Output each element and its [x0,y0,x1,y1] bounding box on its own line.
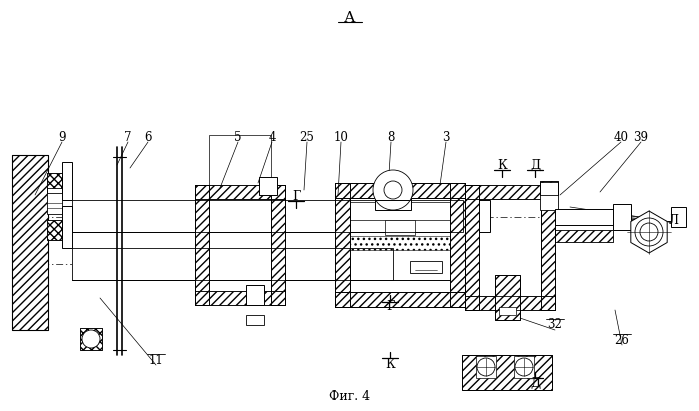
Bar [47,220,62,240]
Circle shape [373,170,413,210]
Bar [195,185,209,305]
Bar [555,230,613,242]
Bar [335,183,350,307]
Bar [335,183,465,198]
Bar [62,206,72,248]
Bar [72,248,393,280]
Bar [555,209,613,225]
Text: 26: 26 [614,333,629,346]
Text: 4: 4 [268,131,275,143]
Text: 3: 3 [442,131,449,143]
Bar [72,200,463,232]
Bar [465,185,479,310]
Text: 11: 11 [149,353,164,367]
Text: 8: 8 [387,131,395,143]
Bar [671,207,686,227]
Bar [47,188,62,214]
Bar [495,275,520,320]
Text: 32: 32 [547,319,563,332]
Bar [335,292,465,307]
Bar [555,230,613,242]
Polygon shape [630,211,667,253]
Bar [80,328,102,350]
Circle shape [635,218,663,246]
Bar [47,173,62,193]
Circle shape [477,358,495,376]
Circle shape [640,223,658,241]
Bar [271,185,285,305]
Bar [385,220,415,235]
Bar [541,185,555,310]
Bar [72,248,393,280]
Bar [72,248,465,280]
Bar [335,183,465,198]
Bar [375,188,411,210]
Bar [465,296,555,310]
Text: 10: 10 [333,131,348,143]
Text: Л: Л [669,213,679,226]
Bar [195,291,285,305]
Bar [12,155,48,330]
Circle shape [384,181,402,199]
Bar [450,183,465,307]
Bar [335,183,350,307]
Bar [246,285,264,305]
Bar [410,261,442,273]
Bar [195,291,285,305]
Bar [465,296,555,310]
Bar [350,236,450,250]
Text: Д: Д [530,159,540,171]
Bar [514,356,534,378]
Bar [72,200,463,232]
Text: 39: 39 [633,131,649,143]
Text: Г: Г [292,189,300,203]
Text: Фиг. 4: Фиг. 4 [329,390,370,404]
Bar [499,307,516,315]
Bar [12,155,48,330]
Bar [335,292,465,307]
Bar [80,328,102,350]
Bar [259,177,277,195]
Circle shape [82,330,100,348]
Bar [450,183,465,307]
Bar [476,356,496,378]
Bar [541,185,555,310]
Bar [246,315,264,325]
Text: К: К [497,159,507,171]
Bar [47,173,62,193]
Bar [62,162,72,200]
Bar [540,181,558,195]
Bar [465,185,555,199]
Bar [195,185,285,199]
Bar [271,185,285,305]
Text: Г: Г [386,300,394,314]
Text: 5: 5 [234,131,242,143]
Circle shape [515,358,533,376]
Text: Д: Д [530,376,540,390]
Bar [465,185,479,310]
Bar [613,204,631,230]
Bar [209,135,271,213]
Bar [350,202,450,220]
Text: 9: 9 [58,131,66,143]
Bar [465,185,555,199]
Bar [47,220,62,240]
Bar [495,275,520,320]
Text: 25: 25 [300,131,315,143]
Text: А: А [344,11,356,25]
Bar [195,185,209,305]
Bar [462,355,552,390]
Bar [72,200,490,232]
Text: 6: 6 [144,131,152,143]
Bar [462,355,552,390]
Text: 7: 7 [124,131,131,143]
Bar [195,185,285,199]
Bar [540,182,558,210]
Bar [540,181,558,195]
Text: К: К [385,358,395,370]
Text: 40: 40 [614,131,628,143]
